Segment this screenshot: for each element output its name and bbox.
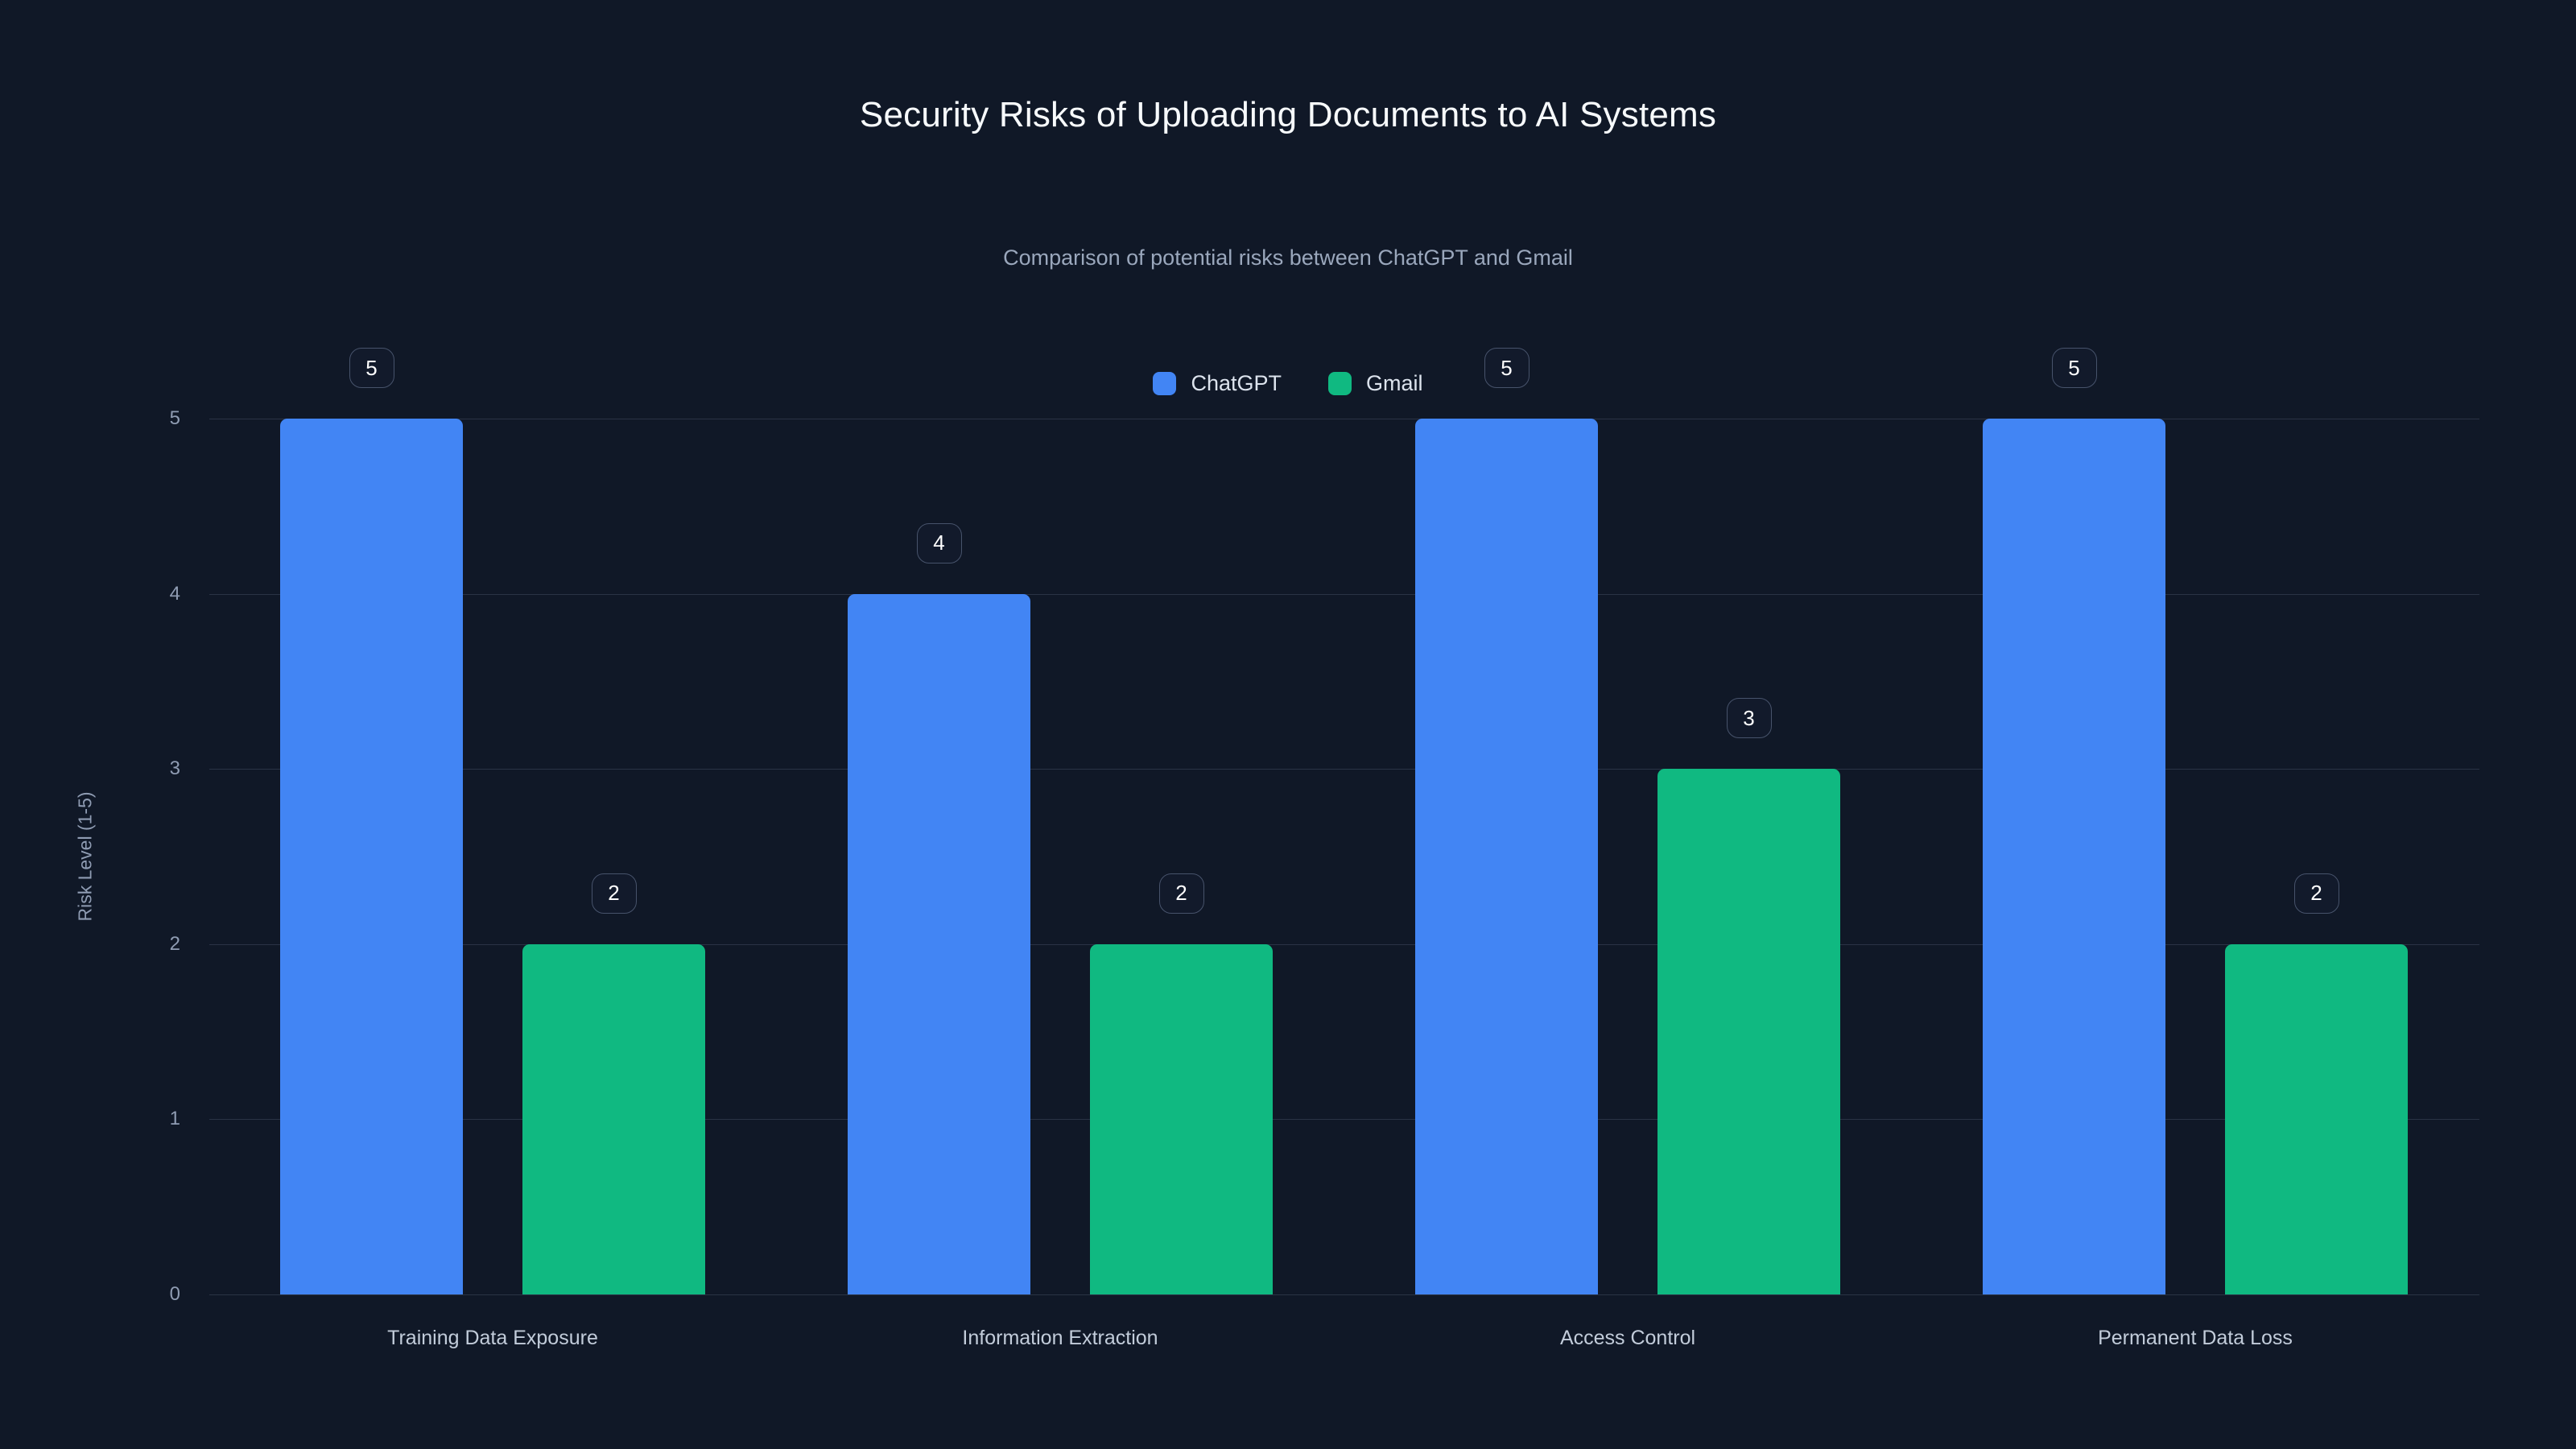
chart-subtitle: Comparison of potential risks between Ch…: [1003, 246, 1573, 270]
y-axis-title: Risk Level (1-5): [74, 791, 96, 922]
bar-chatgpt-training-data-exposure[interactable]: [280, 419, 463, 1294]
gridline: [209, 1294, 2479, 1295]
gridline: [209, 769, 2479, 770]
bar-gmail-access-control[interactable]: [1657, 769, 1840, 1294]
y-axis-tick-label: 3: [169, 758, 180, 780]
legend-item-gmail[interactable]: Gmail: [1328, 372, 1423, 395]
y-axis-tick-label: 4: [169, 582, 180, 605]
y-axis-tick-label: 5: [169, 407, 180, 429]
gridline: [209, 943, 2479, 945]
bar-value-badge: 3: [1726, 698, 1772, 739]
gridline: [209, 593, 2479, 595]
x-axis-category-label: Permanent Data Loss: [2098, 1327, 2293, 1349]
bar-value-badge: 2: [1158, 873, 1204, 914]
bar-value-badge: 4: [916, 522, 962, 564]
bar-chatgpt-information-extraction[interactable]: [848, 593, 1030, 1294]
bar-value-badge: 2: [2293, 873, 2339, 914]
square-swatch-icon: [1328, 372, 1352, 395]
page-title: Security Risks of Uploading Documents to…: [859, 95, 1717, 134]
bar-value-badge: 5: [1484, 348, 1530, 388]
x-axis-category-label: Access Control: [1559, 1327, 1696, 1349]
y-axis-tick-label: 1: [169, 1108, 180, 1130]
bar-chatgpt-permanent-data-loss[interactable]: [1983, 419, 2165, 1294]
plot-area: [209, 419, 2479, 1295]
gridline: [209, 1119, 2479, 1121]
x-axis-category-label: Information Extraction: [962, 1327, 1158, 1349]
bar-value-badge: 5: [349, 348, 394, 388]
bar-gmail-training-data-exposure[interactable]: [522, 943, 705, 1294]
bar-chatgpt-access-control[interactable]: [1415, 419, 1598, 1294]
y-axis-tick-label: 2: [169, 932, 180, 955]
bar-value-badge: 2: [591, 873, 637, 914]
legend-item-chatgpt[interactable]: ChatGPT: [1153, 372, 1282, 395]
legend-label: ChatGPT: [1191, 371, 1282, 395]
bar-value-badge: 5: [2051, 348, 2097, 388]
bar-gmail-permanent-data-loss[interactable]: [2225, 943, 2408, 1294]
legend-label: Gmail: [1366, 371, 1423, 395]
y-axis-tick-layer: 0 1 2 3 4 5: [0, 407, 209, 1305]
x-axis-category-label: Training Data Exposure: [387, 1327, 598, 1349]
y-axis-tick-label: 0: [169, 1283, 180, 1305]
square-swatch-icon: [1153, 372, 1177, 395]
bar-gmail-information-extraction[interactable]: [1090, 943, 1273, 1294]
